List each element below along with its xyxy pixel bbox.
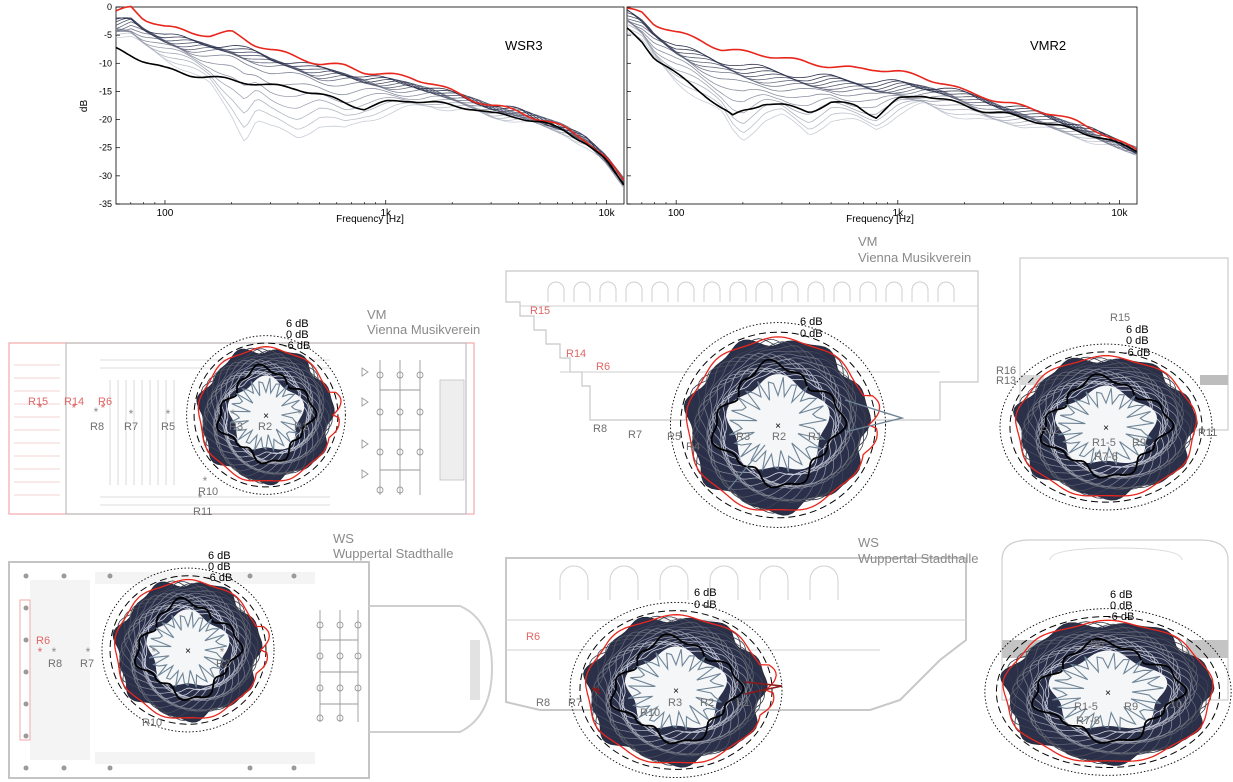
series-group: [626, 7, 1138, 156]
x-axis-label: Frequency [Hz]: [846, 214, 914, 225]
response-curve: [115, 35, 625, 186]
panel-frame: [626, 6, 1138, 205]
response-curve-red: [626, 7, 1138, 151]
y-tick-label: -10: [99, 58, 112, 68]
response-curve: [626, 9, 1137, 155]
y-tick-label: -25: [99, 143, 112, 153]
response-curve: [115, 30, 624, 180]
response-curve: [115, 18, 625, 183]
x-tick-label: 1k: [893, 208, 905, 219]
y-axis-label: dB: [79, 100, 90, 113]
y-tick-label: -30: [99, 171, 112, 181]
response-curve: [115, 17, 625, 185]
frequency-panel-vmr2: 100 1k 10k VMR2 Frequency [Hz]: [626, 6, 1138, 225]
x-tick-label: 100: [157, 208, 174, 219]
x-tick-label: 10k: [1111, 208, 1128, 219]
response-curve: [115, 28, 625, 178]
y-tick-label: -20: [99, 115, 112, 125]
response-curve-black: [626, 27, 1138, 153]
y-tick-label: -35: [99, 199, 112, 209]
response-curve-red: [115, 5, 625, 181]
response-curve: [115, 28, 625, 188]
response-curve: [626, 19, 1137, 152]
frequency-panel-wsr3: 100 1k 10k 0 -5 -10 -15 -20 -25 -30 -35 WSR3 Frequ…: [79, 2, 625, 225]
response-curve: [115, 21, 625, 181]
panel-frame: [115, 6, 625, 205]
y-tick-label: -15: [99, 86, 112, 96]
response-curve: [115, 28, 624, 183]
axis-ticks: 100 1k 10k 0 -5 -10 -15 -20 -25 -30 -35: [99, 2, 616, 219]
response-curve-black: [115, 46, 625, 186]
response-curve: [626, 23, 1137, 156]
response-curve: [115, 24, 625, 179]
y-tick-label: 0: [107, 2, 112, 12]
panel-annotation: VMR2: [1030, 38, 1066, 53]
y-tick-label: -5: [104, 30, 112, 40]
response-curve: [626, 15, 1137, 153]
x-tick-label: 100: [668, 208, 685, 219]
x-axis-label: Frequency [Hz]: [336, 214, 404, 225]
response-curve: [626, 19, 1137, 149]
series-group: [115, 5, 625, 189]
axis-ticks: 100 1k 10k: [627, 6, 1129, 219]
panel-annotation: WSR3: [505, 38, 543, 53]
response-curve: [626, 9, 1137, 153]
x-tick-label: 10k: [598, 208, 615, 219]
x-tick-label: 1k: [380, 208, 392, 219]
